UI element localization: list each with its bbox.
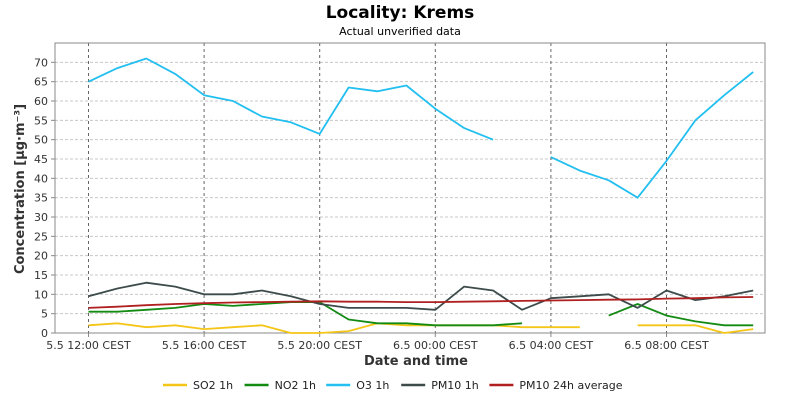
y-tick-label: 40 <box>34 172 48 185</box>
y-tick-label: 55 <box>34 114 48 127</box>
y-tick-label: 25 <box>34 230 48 243</box>
y-axis-label: Concentration [µg·m⁻³] <box>13 104 28 274</box>
y-tick-label: 70 <box>34 56 48 69</box>
x-tick-label: 6.5 04:00 CEST <box>509 339 594 352</box>
y-tick-label: 45 <box>34 153 48 166</box>
y-tick-label: 5 <box>41 308 48 321</box>
legend-label: SO2 1h <box>193 379 233 392</box>
series-line <box>550 71 754 199</box>
y-tick-label: 65 <box>34 76 48 89</box>
x-tick-label: 5.5 16:00 CEST <box>162 339 247 352</box>
plot-area <box>88 57 754 334</box>
series-line <box>88 296 754 309</box>
y-tick-label: 50 <box>34 134 48 147</box>
plot-border <box>54 42 766 334</box>
x-axis-label: Date and time <box>364 354 468 369</box>
chart-subtitle: Actual unverified data <box>339 25 461 38</box>
series-line <box>637 324 754 334</box>
x-tick-label: 5.5 12:00 CEST <box>46 339 131 352</box>
series-line <box>88 281 754 311</box>
legend-label: PM10 24h average <box>519 379 622 392</box>
y-tick-label: 20 <box>34 250 48 263</box>
axes: 0 5 10 15 20 25 30 35 40 45 50 55 60 65 70 5.5 12:00 CE… <box>34 42 766 352</box>
y-tick-label: 30 <box>34 211 48 224</box>
series-line <box>608 303 754 327</box>
legend-label: O3 1h <box>356 379 389 392</box>
y-tick-label: 15 <box>34 269 48 282</box>
chart-title: Locality: Krems <box>326 3 475 23</box>
x-tick-label: 6.5 00:00 CEST <box>393 339 478 352</box>
grid <box>55 43 765 333</box>
series-line <box>88 57 494 141</box>
x-tick-label: 6.5 08:00 CEST <box>624 339 709 352</box>
legend-label: NO2 1h <box>275 379 316 392</box>
legend: SO2 1h NO2 1h O3 1h PM10 1h PM10 24h average <box>163 379 623 392</box>
y-tick-label: 10 <box>34 288 48 301</box>
y-tick-label: 0 <box>41 327 48 340</box>
legend-label: PM10 1h <box>431 379 479 392</box>
x-tick-label: 5.5 20:00 CEST <box>277 339 362 352</box>
y-tick-label: 60 <box>34 95 48 108</box>
y-tick-label: 35 <box>34 192 48 205</box>
